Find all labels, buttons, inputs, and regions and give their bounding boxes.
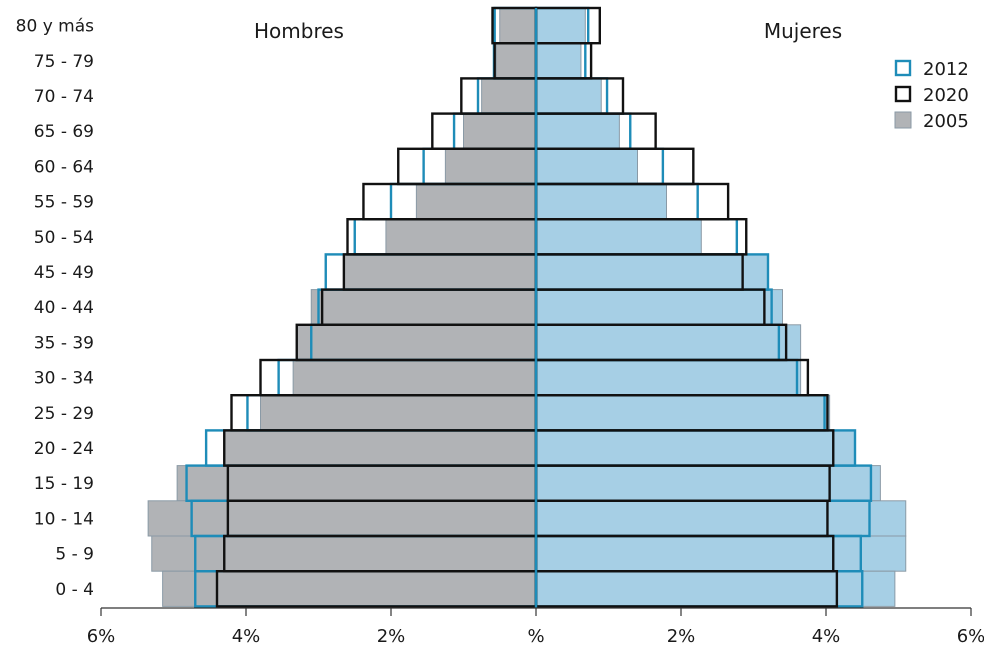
bar-women-2005-20-24 <box>535 429 856 467</box>
men-side-label: Hombres <box>254 19 344 43</box>
bar-men-2005-5-9 <box>151 535 537 572</box>
bar-women-2005-15-19 <box>535 465 881 502</box>
bar-men-2005-0-4 <box>162 570 537 607</box>
bar-women-2005-25-29 <box>535 394 831 431</box>
bar-women-2005-40-44 <box>535 289 783 326</box>
x-tick-label-5: 4% <box>812 626 841 647</box>
age-label-80-y-m-s: 80 y más <box>16 17 94 37</box>
x-tick-label-6: 6% <box>957 626 984 647</box>
age-group-labels: 80 y más 75 - 79 70 - 74 65 - 69 60 - 64 55 -… <box>16 17 94 600</box>
x-tick-label-1: 4% <box>232 626 261 647</box>
age-label-10-14: 10 - 14 <box>34 509 94 529</box>
age-label-30-34: 30 - 34 <box>34 369 94 389</box>
bar-men-2005-25-29 <box>260 394 537 431</box>
age-label-40-44: 40 - 44 <box>34 298 94 318</box>
age-label-15-19: 15 - 19 <box>34 474 94 494</box>
bar-women-2005-30-34 <box>535 359 802 396</box>
bar-women-2005-70-74 <box>535 77 602 115</box>
legend: 2012 2020 2005 <box>894 59 969 132</box>
bar-women-2005-45-49 <box>535 253 769 291</box>
bar-men-2005-45-49 <box>343 253 537 291</box>
bar-men-2005-80-y-m-s <box>499 7 537 44</box>
age-label-25-29: 25 - 29 <box>34 404 94 424</box>
bar-women-2005-75-79 <box>535 42 582 79</box>
women-side-label: Mujeres <box>764 19 842 43</box>
bar-women-2005-5-9 <box>535 535 907 572</box>
bar-men-2005-50-54 <box>385 218 537 255</box>
legend-label-2012: 2012 <box>923 59 969 80</box>
age-label-60-64: 60 - 64 <box>34 157 94 177</box>
x-tick-label-4: 2% <box>667 626 696 647</box>
bar-men-2005-40-44 <box>310 289 537 326</box>
age-label-50-54: 50 - 54 <box>34 228 94 248</box>
bar-men-2005-35-39 <box>296 324 537 361</box>
bar-men-2005-20-24 <box>223 429 537 467</box>
age-label-20-24: 20 - 24 <box>34 439 94 459</box>
legend-swatch-2012 <box>894 59 912 77</box>
bar-women-2005-80-y-m-s <box>535 7 586 44</box>
x-tick-label-2: 2% <box>377 626 406 647</box>
bar-men-2005-55-59 <box>415 183 537 220</box>
bar-men-2005-75-79 <box>495 42 537 79</box>
legend-label-2020: 2020 <box>923 85 969 106</box>
bar-women-2005-10-14 <box>535 500 907 537</box>
age-label-0-4: 0 - 4 <box>55 580 94 600</box>
bar-women-2005-55-59 <box>535 183 667 220</box>
age-label-55-59: 55 - 59 <box>34 193 94 213</box>
bar-men-2005-30-34 <box>292 359 537 396</box>
x-tick-label-3: % <box>527 626 544 647</box>
age-label-65-69: 65 - 69 <box>34 122 94 142</box>
bar-men-2005-10-14 <box>147 500 537 537</box>
legend-label-2005: 2005 <box>923 111 969 132</box>
age-label-35-39: 35 - 39 <box>34 333 94 353</box>
bar-men-2005-15-19 <box>176 465 537 502</box>
age-label-45-49: 45 - 49 <box>34 263 94 283</box>
bar-men-2005-65-69 <box>463 113 537 150</box>
x-tick-label-0: 6% <box>87 626 116 647</box>
legend-swatch-2005 <box>894 111 912 129</box>
bar-women-2005-60-64 <box>535 148 638 185</box>
bar-women-2005-0-4 <box>535 570 896 607</box>
bar-women-2005-50-54 <box>535 218 702 255</box>
series-2005-bars <box>147 7 907 607</box>
age-label-5-9: 5 - 9 <box>55 545 94 565</box>
bar-men-2005-60-64 <box>444 148 537 185</box>
bar-women-2005-35-39 <box>535 324 802 361</box>
age-label-75-79: 75 - 79 <box>34 52 94 72</box>
bar-women-2005-65-69 <box>535 113 620 150</box>
x-axis: 6% 4% 2%% 2% 4% 6% <box>87 607 984 647</box>
bar-men-2005-70-74 <box>481 77 537 115</box>
legend-swatch-2020 <box>894 85 912 103</box>
age-label-70-74: 70 - 74 <box>34 87 94 107</box>
